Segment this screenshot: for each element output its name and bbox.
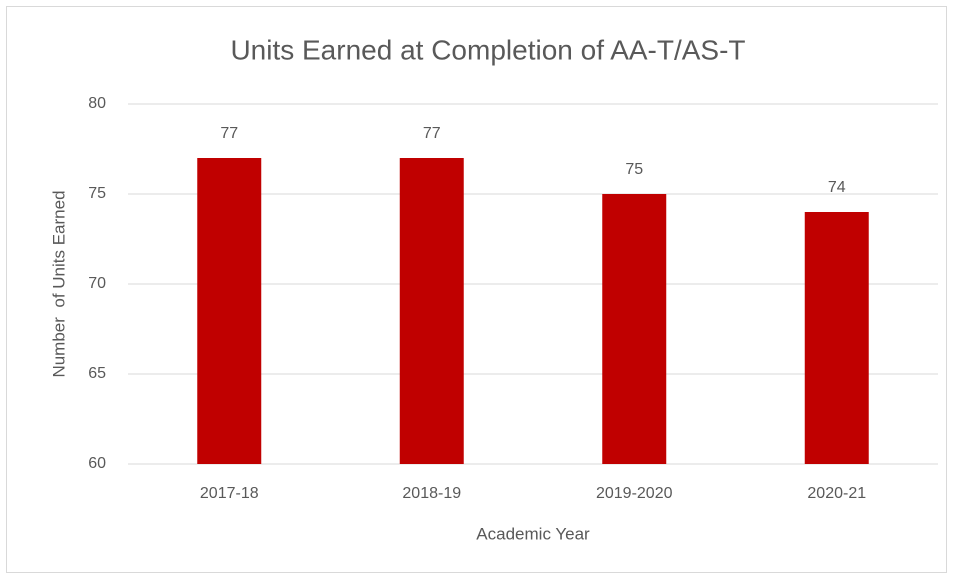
y-tick-label: 65: [88, 365, 106, 382]
y-axis-title: Number of Units Earned: [49, 190, 68, 377]
bar: [399, 158, 464, 464]
x-tick-label: 2019-2020: [596, 485, 673, 502]
y-tick-label: 75: [88, 185, 106, 202]
chart-border: [6, 6, 947, 573]
x-axis-title: Academic Year: [476, 524, 590, 543]
x-tick-label: 2017-18: [200, 485, 259, 502]
x-tick-label: 2018-19: [402, 485, 461, 502]
bar: [804, 212, 869, 464]
bar: [197, 158, 262, 464]
y-tick-label: 70: [88, 275, 106, 292]
data-label: 77: [220, 125, 238, 142]
bar: [602, 194, 667, 464]
x-tick-label: 2020-21: [807, 485, 866, 502]
y-tick-label: 80: [88, 95, 106, 112]
y-tick-label: 60: [88, 455, 106, 472]
data-label: 77: [423, 125, 441, 142]
data-label: 74: [828, 179, 846, 196]
chart-title: Units Earned at Completion of AA-T/AS-T: [230, 34, 745, 65]
data-label: 75: [625, 161, 643, 178]
